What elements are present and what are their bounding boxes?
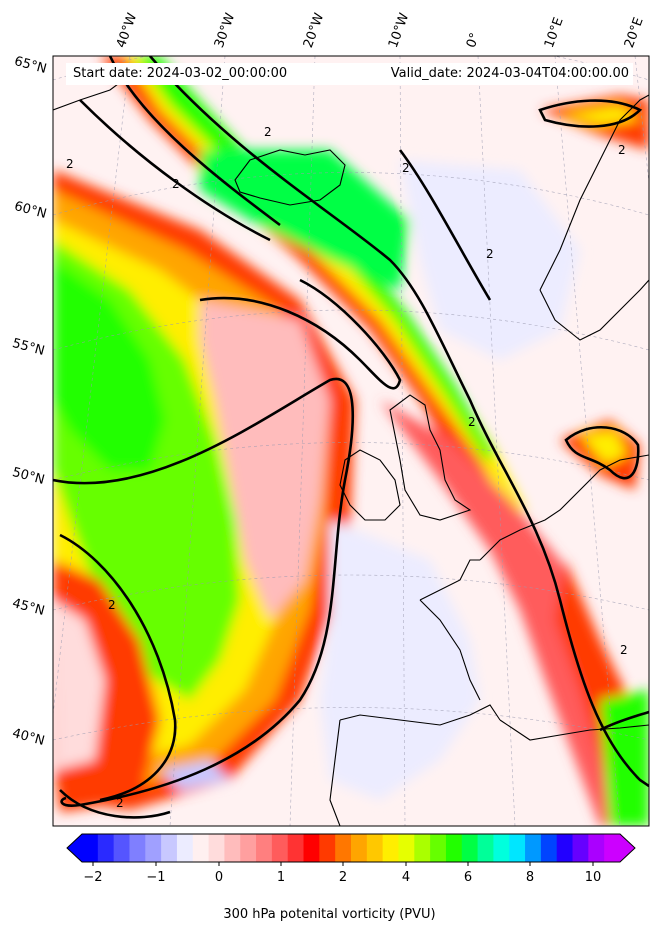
- contour-label: 2: [486, 247, 494, 261]
- colorbar-tick-label: 6: [463, 870, 473, 885]
- colorbar-extend-low: [67, 834, 82, 862]
- colorbar-swatch: [572, 834, 589, 862]
- contour-label: 2: [116, 796, 124, 810]
- colorbar-swatch: [556, 834, 574, 862]
- colorbar-swatch: [303, 834, 320, 862]
- colorbar-swatch: [319, 834, 336, 862]
- graticule: [53, 56, 649, 826]
- colorbar-tick-label: −1: [146, 870, 166, 885]
- colorbar-swatch: [351, 834, 368, 862]
- colorbar-swatch: [271, 834, 289, 862]
- colorbar-swatch: [256, 834, 273, 862]
- colorbar-extend-high: [620, 834, 635, 862]
- contour-label: 2: [620, 643, 628, 657]
- contour-labels: 2 2 2 2 2 2 2 2 2 2: [66, 125, 628, 810]
- contour-label: 2: [66, 157, 74, 171]
- colorbar-swatch: [509, 834, 526, 862]
- colorbar-swatch: [97, 834, 115, 862]
- colorbar-swatch: [414, 834, 431, 862]
- colorbar-swatch: [287, 834, 305, 862]
- colorbar-swatch: [588, 834, 605, 862]
- map-frame: [52, 55, 650, 827]
- pv2-contours: [53, 56, 649, 819]
- colorbar-swatch: [366, 834, 384, 862]
- contour-label: 2: [264, 125, 272, 139]
- colorbar-swatch: [145, 834, 162, 862]
- contour-label: 2: [172, 177, 180, 191]
- colorbar-swatch: [192, 834, 210, 862]
- colorbar-tick-label: 0: [214, 870, 224, 885]
- colorbar-outline: [66, 833, 636, 863]
- colorbar-tick-label: −2: [83, 870, 103, 885]
- colorbar-swatch: [461, 834, 479, 862]
- colorbar-swatch: [176, 834, 194, 862]
- colorbar-swatch: [161, 834, 178, 862]
- valid-date-label: Valid_date: 2024-03-04T04:00:00.00: [390, 66, 629, 81]
- contour-label: 2: [108, 598, 116, 612]
- pv-field: 2 2 2 2 2 2 2 2 2 2: [53, 56, 649, 826]
- colorbar-swatch: [604, 834, 621, 862]
- colorbar-swatch: [208, 834, 226, 862]
- colorbar-tick-label: 2: [338, 870, 348, 885]
- colorbar-swatch: [540, 834, 558, 862]
- colorbar-swatch: [493, 834, 510, 862]
- start-date-label: Start date: 2024-03-02_00:00:00: [73, 66, 288, 81]
- colorbar-tick-label: 8: [525, 870, 535, 885]
- colorbar-tick-label: 4: [401, 870, 411, 885]
- colorbar-swatch: [82, 834, 99, 862]
- colorbar-swatch: [477, 834, 495, 862]
- colorbar-swatch: [335, 834, 352, 862]
- contour-label: 2: [468, 415, 476, 429]
- colorbar-title: 300 hPa potenital vorticity (PVU): [223, 907, 436, 922]
- colorbar-tick-label: 10: [584, 870, 602, 885]
- colorbar-swatch: [525, 834, 542, 862]
- colorbar-tick-label: 1: [276, 870, 286, 885]
- date-banner: Start date: 2024-03-02_00:00:00 Valid_da…: [66, 63, 633, 85]
- colorbar-swatch: [224, 834, 241, 862]
- colorbar-swatch: [113, 834, 131, 862]
- colorbar-swatch: [382, 834, 400, 862]
- contour-label: 2: [402, 161, 410, 175]
- colorbar: [66, 833, 636, 866]
- colorbar-swatch: [129, 834, 146, 862]
- contour-label: 2: [618, 143, 626, 157]
- colorbar-swatch: [445, 834, 463, 862]
- colorbar-swatch: [240, 834, 257, 862]
- colorbar-swatch: [398, 834, 415, 862]
- colorbar-swatch: [430, 834, 447, 862]
